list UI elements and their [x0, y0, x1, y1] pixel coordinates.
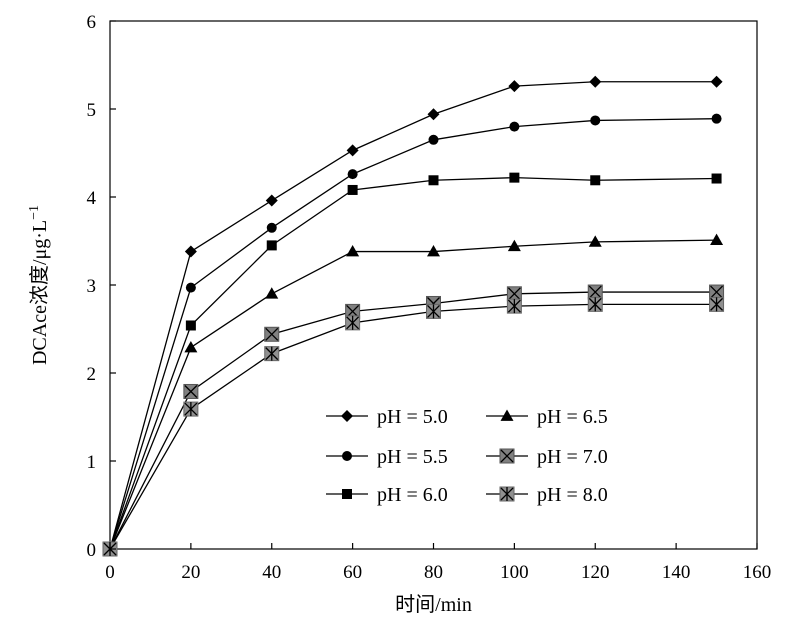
plot-frame: [109, 20, 758, 550]
legend-item: pH = 7.0: [486, 446, 608, 468]
marker-square: [185, 320, 196, 331]
marker-triangle: [588, 235, 602, 247]
marker-diamond: [184, 245, 197, 258]
marker-triangle: [710, 233, 724, 245]
x-tick-label: 20: [181, 562, 200, 583]
marker-diamond: [710, 75, 723, 88]
legend-label: pH = 8.0: [537, 484, 608, 506]
series-line: [109, 291, 717, 550]
marker-circle: [342, 451, 352, 461]
x-tick-label: 40: [262, 562, 281, 583]
marker-square-asterisk: [709, 296, 725, 312]
marker-circle: [266, 222, 277, 233]
marker-triangle: [265, 287, 279, 299]
legend-item: pH = 6.5: [486, 406, 608, 428]
marker-circle: [509, 121, 520, 132]
plot-area: [102, 20, 758, 557]
marker-diamond: [265, 194, 278, 207]
marker-square: [509, 172, 520, 183]
y-tick-label: 3: [87, 276, 97, 297]
marker-square: [266, 240, 277, 251]
marker-diamond: [589, 75, 602, 88]
marker-square-asterisk: [587, 296, 603, 312]
y-axis-title: DCAce浓度/μg·L−1: [27, 205, 51, 365]
marker-square-x: [709, 284, 725, 300]
series-line: [109, 118, 717, 550]
y-tick-label: 4: [87, 188, 97, 209]
marker-circle: [185, 282, 196, 293]
marker-diamond: [341, 410, 353, 422]
x-tick-label: 60: [343, 562, 362, 583]
y-tick-label: 6: [87, 12, 97, 33]
x-tick-label: 100: [500, 562, 529, 583]
x-tick-label: 140: [662, 562, 691, 583]
marker-square: [590, 175, 601, 186]
y-tick-label: 5: [87, 100, 97, 121]
y-tick-label: 1: [87, 452, 97, 473]
legend-item: pH = 5.0: [326, 406, 448, 428]
series-line: [109, 176, 717, 550]
series-line: [109, 303, 717, 550]
legend-label: pH = 7.0: [537, 446, 608, 468]
marker-square-asterisk: [264, 346, 280, 362]
x-tick-label: 160: [743, 562, 772, 583]
y-axis-title-main: DCAce浓度/μg·L: [28, 220, 51, 365]
marker-square-asterisk: [183, 401, 199, 417]
legend-label: pH = 6.5: [537, 406, 608, 428]
marker-square-x: [499, 448, 515, 464]
marker-square-x: [264, 326, 280, 342]
x-tick-label: 80: [424, 562, 443, 583]
y-axis-title-superscript: −1: [27, 205, 42, 220]
marker-diamond: [427, 108, 440, 121]
marker-square: [342, 489, 352, 499]
marker-diamond: [508, 80, 521, 93]
series-6.0: [105, 172, 722, 554]
marker-triangle: [507, 239, 521, 252]
marker-square: [428, 175, 439, 186]
y-tick-label: 2: [87, 364, 97, 385]
marker-circle: [590, 115, 601, 126]
legend-item: pH = 5.5: [326, 446, 448, 468]
marker-circle: [428, 134, 439, 145]
x-tick-label: 120: [581, 562, 610, 583]
marker-square: [347, 184, 358, 195]
marker-square-asterisk: [506, 298, 522, 314]
legend-item: pH = 8.0: [486, 484, 608, 506]
x-axis-title: 时间/min: [395, 593, 472, 616]
marker-triangle: [346, 245, 360, 257]
marker-square-asterisk: [499, 486, 515, 502]
marker-square: [711, 173, 722, 184]
y-tick-label: 0: [87, 540, 97, 561]
y-axis: 0 1 2 3 4 5 6: [87, 12, 116, 561]
marker-triangle: [500, 409, 514, 421]
legend-label: pH = 6.0: [377, 484, 448, 506]
legend-item: pH = 6.0: [326, 484, 448, 506]
marker-square-asterisk: [345, 315, 361, 331]
marker-square-asterisk: [426, 303, 441, 319]
legend-label: pH = 5.0: [377, 406, 448, 428]
legend-label: pH = 5.5: [377, 446, 448, 468]
marker-triangle: [184, 340, 198, 353]
x-axis: 0 20 40 60 80 100 120 140 160: [105, 543, 771, 583]
marker-circle: [711, 113, 722, 124]
marker-circle: [347, 169, 358, 180]
marker-square-x: [183, 383, 199, 399]
marker-diamond: [346, 144, 359, 157]
series-line: [109, 81, 717, 550]
series-line: [109, 239, 717, 550]
marker-square-x: [587, 284, 603, 300]
x-tick-label: 0: [105, 562, 115, 583]
marker-triangle: [427, 245, 440, 257]
legend: pH = 5.0 pH = 5.5 pH = 6.0 pH = 6.5 pH = 7.0…: [326, 406, 608, 506]
series-5.0: [104, 75, 723, 555]
